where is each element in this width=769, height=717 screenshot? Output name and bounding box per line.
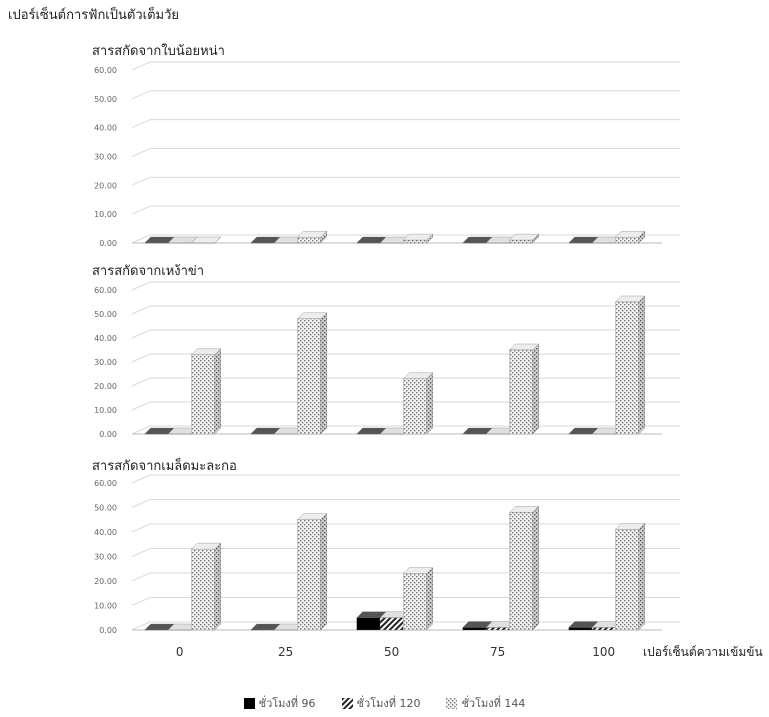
bar [191, 549, 215, 631]
y-tick-label: 40.00 [94, 124, 117, 133]
y-tick-label: 20.00 [94, 382, 117, 391]
panel-title-2: สารสกัดจากเหง้าข่า [92, 264, 205, 279]
legend-swatch-solid [243, 697, 255, 709]
gridline-slant [131, 499, 151, 508]
y-tick-label: 50.00 [94, 310, 117, 319]
gridline-slant [131, 176, 151, 186]
bar [568, 627, 593, 631]
bar-side [532, 506, 539, 631]
bar [591, 627, 616, 631]
legend: ชั่วโมงที่ 96 ชั่วโมงที่ 120 ชั่วโมงที่ … [0, 694, 769, 712]
gridline-slant [131, 401, 151, 411]
panel-title-1: สารสกัดจากใบน้อยหน่า [92, 44, 225, 59]
y-tick-label: 40.00 [94, 334, 117, 343]
y-tick-label: 30.00 [94, 553, 117, 562]
gridline-slant [131, 377, 151, 387]
bar [509, 349, 533, 435]
bar [403, 239, 427, 244]
x-axis-title: เปอร์เซ็นต์ความเข้มข้น [643, 645, 763, 659]
bar [509, 512, 533, 631]
bar-side [638, 295, 645, 435]
gridline-slant [131, 119, 151, 129]
bar [403, 573, 427, 631]
y-tick-label: 30.00 [94, 358, 117, 367]
bar-side [426, 567, 433, 631]
bar [462, 627, 487, 631]
bar [509, 239, 533, 244]
bar-side [638, 523, 645, 631]
gridline-slant [131, 61, 151, 71]
y-tick-label: 60.00 [94, 286, 117, 295]
y-tick-label: 0.00 [99, 239, 117, 248]
gridline-slant [131, 305, 151, 315]
bar [297, 519, 321, 631]
y-tick-label: 60.00 [94, 66, 117, 75]
y-tick-label: 50.00 [94, 504, 117, 513]
bar [356, 617, 381, 631]
legend-swatch-dotted [446, 697, 458, 709]
x-tick-label: 0 [176, 645, 184, 659]
y-tick-label: 20.00 [94, 181, 117, 190]
y-tick-label: 10.00 [94, 406, 117, 415]
bar [379, 617, 404, 631]
y-axis-title: เปอร์เซ็นต์การฟักเป็นตัวเต็มวัย [8, 8, 180, 23]
gridline-slant [131, 90, 151, 100]
bar-side [320, 312, 327, 435]
y-tick-label: 0.00 [99, 430, 117, 439]
gridline-slant [131, 597, 151, 606]
y-tick-label: 30.00 [94, 153, 117, 162]
legend-label-96: ชั่วโมงที่ 96 [258, 697, 316, 710]
gridline-slant [131, 205, 151, 215]
bar [403, 378, 427, 435]
bar [297, 318, 321, 435]
bar-side [320, 513, 327, 631]
y-tick-label: 40.00 [94, 528, 117, 537]
bar-side [214, 348, 221, 435]
bar-side [214, 542, 221, 631]
x-tick-label: 100 [592, 645, 615, 659]
bar [485, 627, 510, 631]
x-tick-label: 25 [278, 645, 293, 659]
gridline-slant [131, 474, 151, 484]
gridline-slant [131, 572, 151, 582]
y-tick-label: 10.00 [94, 602, 117, 611]
gridline-slant [131, 425, 151, 435]
gridline-slant [131, 621, 151, 631]
y-tick-label: 0.00 [99, 626, 117, 635]
gridline-slant [131, 548, 151, 557]
y-tick-label: 50.00 [94, 95, 117, 104]
x-tick-label: 75 [490, 645, 505, 659]
legend-label-120: ชั่วโมงที่ 120 [356, 697, 421, 710]
y-tick-label: 60.00 [94, 479, 117, 488]
bar-side [532, 343, 539, 435]
bar [615, 529, 639, 631]
gridline-slant [131, 523, 151, 533]
bar [297, 237, 321, 244]
legend-label-144: ชั่วโมงที่ 144 [461, 697, 526, 710]
gridline-slant [131, 329, 151, 339]
gridline-slant [131, 148, 151, 157]
gridline-slant [131, 353, 151, 363]
panel-title-3: สารสกัดจากเมล็ดมะละกอ [92, 459, 237, 474]
legend-item-120: ชั่วโมงที่ 120 [341, 694, 421, 712]
bar [615, 237, 639, 244]
legend-item-96: ชั่วโมงที่ 96 [243, 694, 316, 712]
y-tick-label: 20.00 [94, 577, 117, 586]
legend-swatch-hatched [341, 697, 353, 709]
gridline-slant [131, 281, 151, 291]
legend-item-144: ชั่วโมงที่ 144 [446, 694, 525, 712]
bar-side [426, 372, 433, 435]
x-tick-label: 50 [384, 645, 399, 659]
bar [615, 301, 639, 435]
bar [191, 354, 215, 435]
gridline-slant [131, 234, 151, 244]
y-tick-label: 10.00 [94, 210, 117, 219]
